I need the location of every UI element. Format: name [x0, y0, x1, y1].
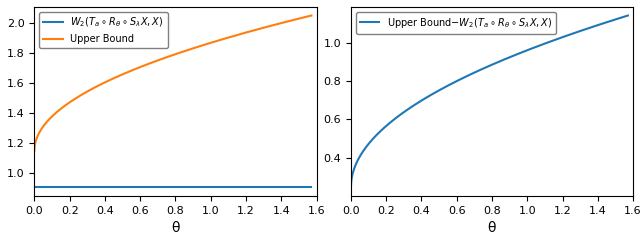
Upper Bound	[31, 149, 38, 152]
Line: Upper Bound$-W_2(T_a \circ R_\theta \circ S_\lambda X, X)$: Upper Bound$-W_2(T_a \circ R_\theta \cir…	[351, 15, 628, 187]
Upper Bound$-W_2(T_a \circ R_\theta \circ S_\lambda X, X)$	[568, 32, 576, 35]
Upper Bound	[308, 14, 316, 17]
Line: Upper Bound: Upper Bound	[35, 15, 312, 151]
Upper Bound	[252, 29, 259, 31]
Upper Bound	[143, 63, 150, 66]
Upper Bound$-W_2(T_a \circ R_\theta \circ S_\lambda X, X)$	[538, 44, 545, 46]
Upper Bound$-W_2(T_a \circ R_\theta \circ S_\lambda X, X)$	[347, 186, 355, 189]
X-axis label: θ: θ	[488, 221, 496, 235]
$W_2(T_a \circ R_\theta \circ S_\lambda X, X)$	[143, 186, 150, 189]
$W_2(T_a \circ R_\theta \circ S_\lambda X, X)$	[31, 186, 38, 189]
Upper Bound	[59, 106, 67, 109]
$W_2(T_a \circ R_\theta \circ S_\lambda X, X)$	[252, 186, 259, 189]
$W_2(T_a \circ R_\theta \circ S_\lambda X, X)$	[221, 186, 228, 189]
Upper Bound$-W_2(T_a \circ R_\theta \circ S_\lambda X, X)$	[563, 34, 571, 37]
$W_2(T_a \circ R_\theta \circ S_\lambda X, X)$	[59, 186, 67, 189]
Upper Bound$-W_2(T_a \circ R_\theta \circ S_\lambda X, X)$	[459, 76, 467, 79]
$W_2(T_a \circ R_\theta \circ S_\lambda X, X)$	[308, 186, 316, 189]
$W_2(T_a \circ R_\theta \circ S_\lambda X, X)$	[152, 186, 160, 189]
Legend: $W_2(T_a \circ R_\theta \circ S_\lambda X, X)$, Upper Bound: $W_2(T_a \circ R_\theta \circ S_\lambda …	[39, 12, 168, 48]
Upper Bound$-W_2(T_a \circ R_\theta \circ S_\lambda X, X)$	[469, 72, 477, 75]
Upper Bound$-W_2(T_a \circ R_\theta \circ S_\lambda X, X)$	[376, 131, 383, 134]
Upper Bound	[152, 60, 160, 62]
Upper Bound	[246, 30, 254, 33]
Legend: Upper Bound$-W_2(T_a \circ R_\theta \circ S_\lambda X, X)$: Upper Bound$-W_2(T_a \circ R_\theta \cir…	[356, 12, 556, 34]
X-axis label: θ: θ	[172, 221, 180, 235]
Upper Bound$-W_2(T_a \circ R_\theta \circ S_\lambda X, X)$	[624, 14, 632, 17]
$W_2(T_a \circ R_\theta \circ S_\lambda X, X)$	[246, 186, 254, 189]
Upper Bound	[221, 37, 228, 40]
